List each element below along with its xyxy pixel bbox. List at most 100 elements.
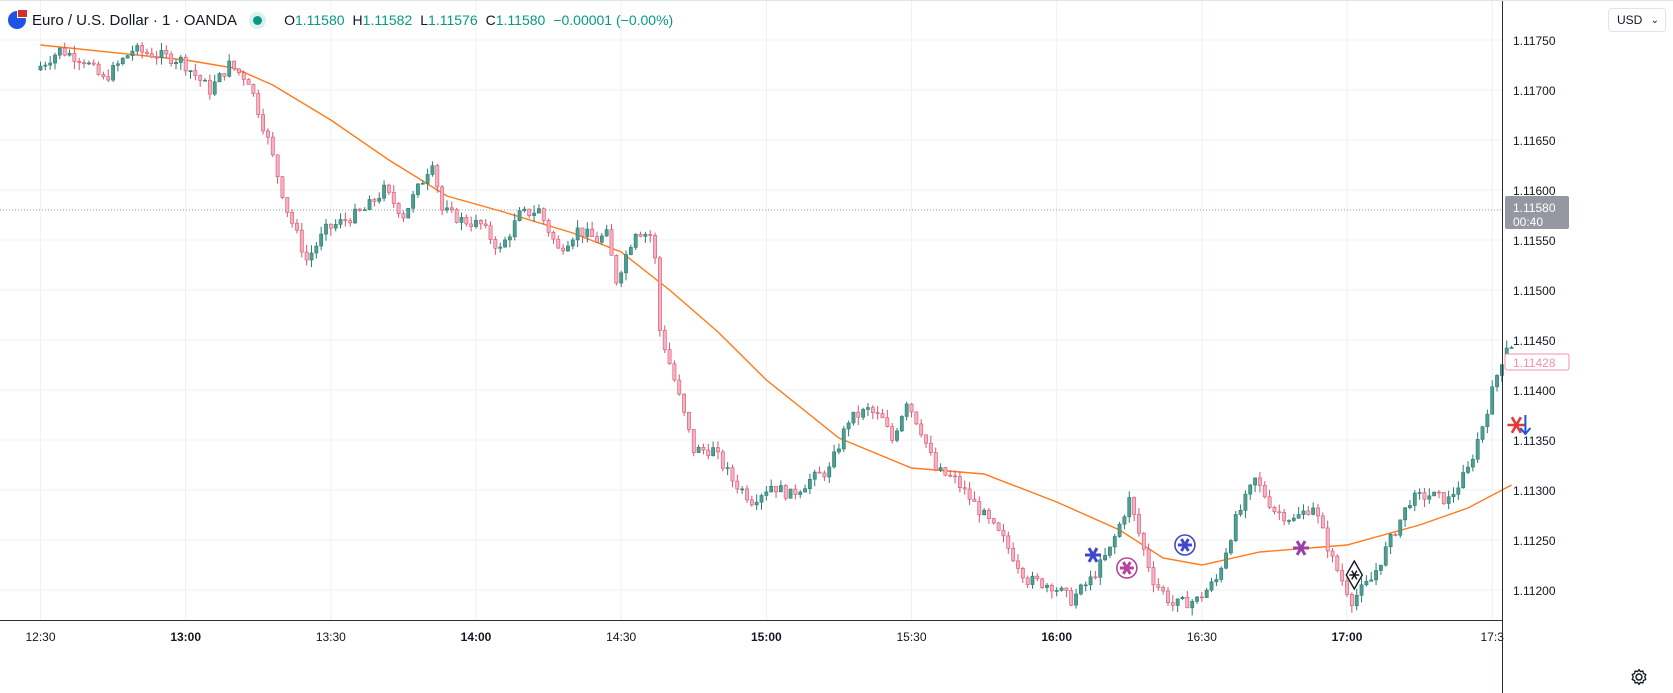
candle xyxy=(67,49,72,57)
x-tick-label: 16:00 xyxy=(1041,630,1072,644)
candle-body xyxy=(1204,589,1209,598)
ohlc-close-label: C xyxy=(485,12,496,28)
candle-body xyxy=(154,56,159,59)
candle-body xyxy=(875,412,880,414)
candle xyxy=(246,78,251,85)
candle-body xyxy=(1403,507,1407,521)
candle xyxy=(1383,541,1388,567)
candle xyxy=(628,244,633,256)
candle xyxy=(866,403,870,416)
candle-body xyxy=(677,379,682,395)
candle-body xyxy=(57,47,62,56)
currency-select[interactable]: USD ⌄ xyxy=(1608,8,1666,32)
candle xyxy=(164,45,169,59)
ma-value-tag-bg xyxy=(1504,353,1570,371)
candle-body xyxy=(116,63,120,66)
candle-body xyxy=(275,154,280,177)
signal-marker xyxy=(1345,559,1364,591)
candle xyxy=(1441,491,1446,505)
candle xyxy=(551,230,556,244)
candle-body xyxy=(754,501,759,506)
candle-body xyxy=(1253,477,1257,486)
candle xyxy=(527,208,532,219)
candle xyxy=(1461,464,1466,489)
candle-body xyxy=(1199,596,1204,599)
candle-body xyxy=(164,50,169,55)
candle xyxy=(135,42,140,55)
candle-body xyxy=(517,210,522,222)
candle-body xyxy=(401,213,406,219)
candle-body xyxy=(1398,519,1403,536)
candle-body xyxy=(1272,506,1277,513)
candle-body xyxy=(445,207,449,211)
candle xyxy=(116,60,120,72)
candle-body xyxy=(803,488,807,493)
candle-body xyxy=(808,478,812,489)
candle xyxy=(338,213,343,229)
candle xyxy=(217,72,222,83)
candle xyxy=(1398,519,1403,538)
candle-body xyxy=(498,246,503,249)
candle-body xyxy=(653,235,657,259)
candle xyxy=(203,78,207,82)
candle xyxy=(982,508,987,516)
candle xyxy=(696,444,701,453)
candle-body xyxy=(251,84,256,94)
candle-body xyxy=(987,509,991,519)
candle xyxy=(159,42,164,65)
candle xyxy=(1006,531,1011,554)
candle xyxy=(725,462,730,476)
candle xyxy=(1248,484,1253,500)
candle xyxy=(154,51,159,65)
candle-body xyxy=(696,447,701,453)
candle xyxy=(827,462,832,484)
candle xyxy=(1388,532,1393,555)
x-tick-label: 14:00 xyxy=(461,630,492,644)
y-tick-label: 1.11350 xyxy=(1513,434,1556,448)
candle-body xyxy=(556,238,561,249)
candle-body xyxy=(1330,550,1335,557)
candle xyxy=(1127,491,1132,523)
candle-body xyxy=(846,422,851,430)
candle-body xyxy=(643,234,648,237)
settings-gear-icon[interactable] xyxy=(1630,668,1648,686)
marker-spoke xyxy=(1087,547,1099,563)
candle-body xyxy=(749,499,754,506)
candle xyxy=(638,231,643,238)
candle-body xyxy=(759,495,764,503)
candle-body xyxy=(212,81,217,95)
candle xyxy=(1451,487,1456,503)
candle xyxy=(430,161,435,177)
candle-body xyxy=(111,65,115,81)
candle-body xyxy=(522,208,527,211)
candle xyxy=(512,213,517,241)
candle xyxy=(236,68,241,76)
moving-average-line xyxy=(40,44,1512,566)
y-tick-label: 1.11250 xyxy=(1513,534,1556,548)
candle-body xyxy=(285,197,290,213)
candle-body xyxy=(1054,590,1059,592)
candle-body xyxy=(299,229,304,253)
candle-body xyxy=(1170,602,1175,606)
candle-body xyxy=(856,411,861,418)
x-tick-label: 14:30 xyxy=(606,630,636,644)
candle xyxy=(1204,587,1209,598)
candle-body xyxy=(1016,560,1020,569)
candle-body xyxy=(178,56,183,63)
candle xyxy=(624,250,628,281)
candle-body xyxy=(396,203,401,215)
candle-body xyxy=(1340,570,1345,582)
candle xyxy=(677,374,682,396)
symbol-title[interactable]: Euro / U.S. Dollar · 1 · OANDA xyxy=(32,11,238,29)
candle-body xyxy=(1006,535,1011,549)
candle-body xyxy=(474,219,478,227)
candle-body xyxy=(198,75,203,81)
candle-body xyxy=(512,220,517,238)
candle xyxy=(556,235,561,249)
candle-body xyxy=(1417,492,1422,494)
candle xyxy=(82,59,86,69)
candle xyxy=(1412,490,1417,512)
candle-body xyxy=(1301,510,1306,515)
candle-body xyxy=(1306,510,1311,515)
